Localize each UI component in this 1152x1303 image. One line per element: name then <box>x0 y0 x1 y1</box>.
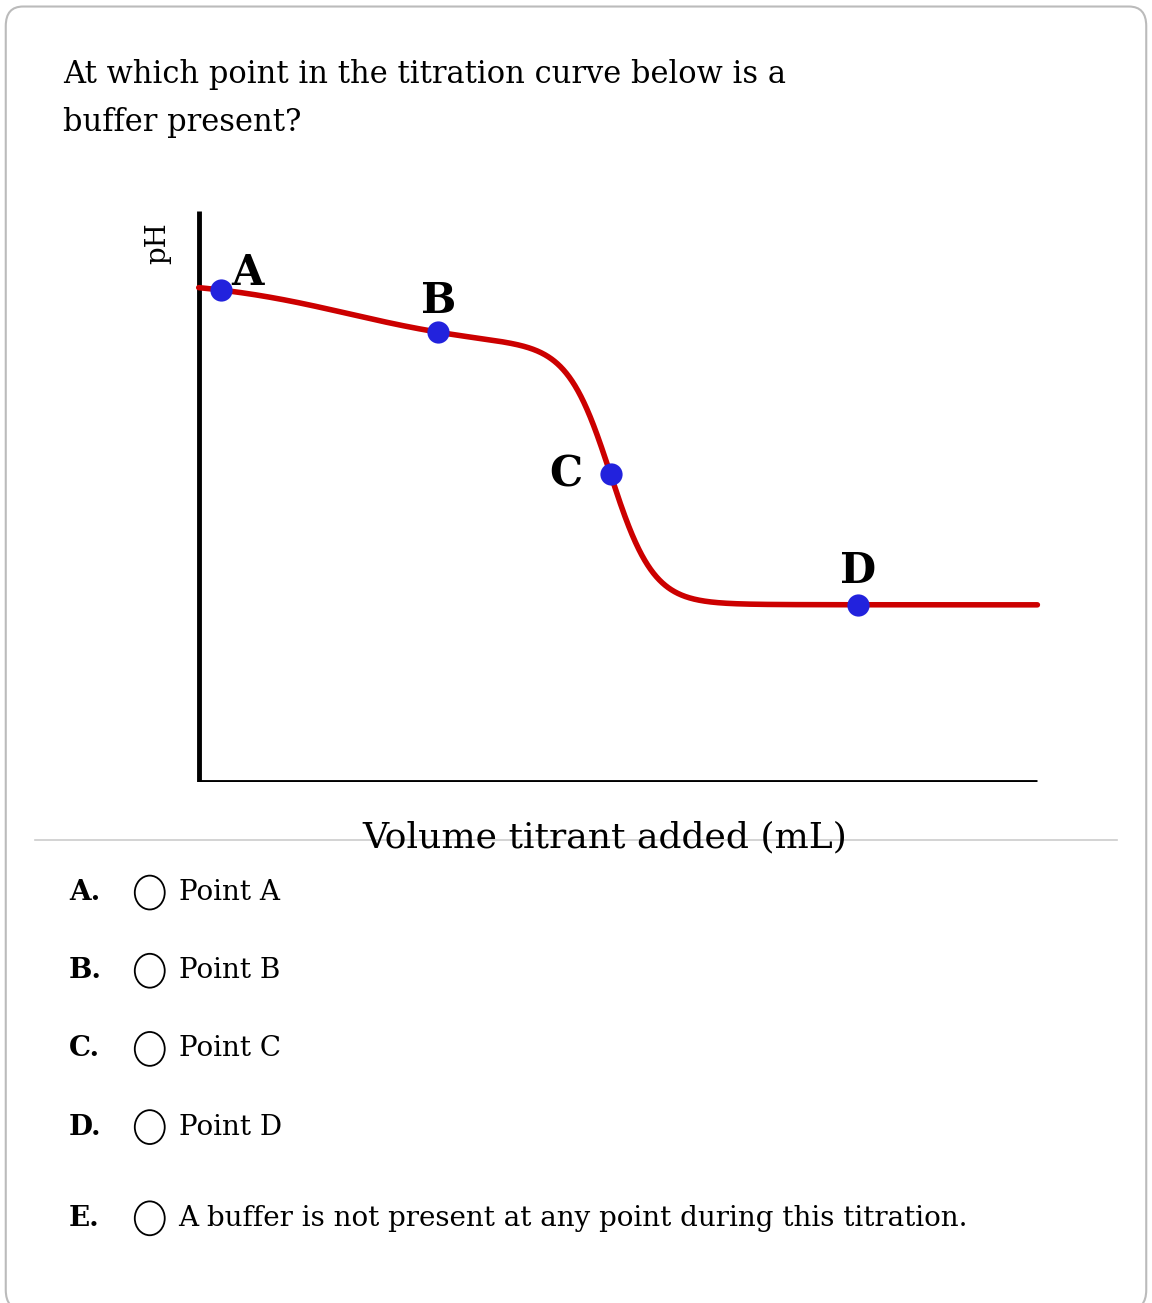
Text: A: A <box>232 251 264 294</box>
Text: Point D: Point D <box>179 1114 282 1140</box>
Text: pH: pH <box>144 223 170 265</box>
Text: C.: C. <box>69 1036 100 1062</box>
Text: Point A: Point A <box>179 880 280 906</box>
Text: Point B: Point B <box>179 958 280 984</box>
Text: B.: B. <box>69 958 103 984</box>
Text: A.: A. <box>69 880 100 906</box>
Text: Point C: Point C <box>179 1036 281 1062</box>
Text: Volume titrant added (mL): Volume titrant added (mL) <box>363 821 847 855</box>
Text: A buffer is not present at any point during this titration.: A buffer is not present at any point dur… <box>179 1205 968 1231</box>
Text: D: D <box>840 550 876 592</box>
Text: C: C <box>550 453 582 495</box>
Text: E.: E. <box>69 1205 100 1231</box>
Text: D.: D. <box>69 1114 101 1140</box>
Text: At which point in the titration curve below is a: At which point in the titration curve be… <box>63 59 787 90</box>
Text: B: B <box>420 280 456 322</box>
Text: buffer present?: buffer present? <box>63 107 302 138</box>
FancyBboxPatch shape <box>6 7 1146 1303</box>
